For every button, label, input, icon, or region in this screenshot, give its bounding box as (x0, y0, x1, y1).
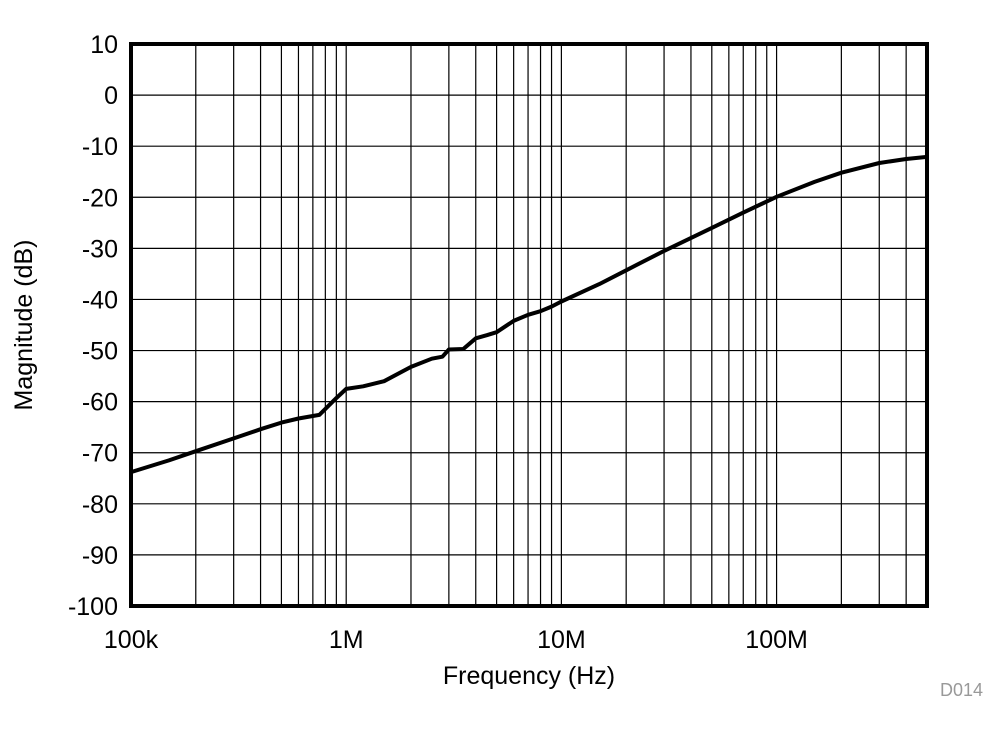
y-tick-label: -70 (82, 440, 118, 468)
figure-code: D014 (940, 680, 983, 700)
y-tick-label: 0 (104, 82, 118, 110)
y-tick-label: -30 (82, 235, 118, 263)
y-axis-ticks: 10 0 -10 -20 -30 -40 -50 -60 -70 -80 -90 -100 (68, 31, 118, 621)
y-tick-label: -20 (82, 184, 118, 212)
magnitude-curve (130, 154, 928, 475)
plot-frame (129, 42, 929, 608)
y-tick-label: 10 (90, 31, 118, 59)
magnitude-line (130, 154, 928, 475)
y-tick-label: -100 (68, 593, 118, 621)
y-tick-label: -40 (82, 286, 118, 314)
x-axis-label: Frequency (Hz) (443, 662, 615, 690)
y-tick-label: -10 (82, 133, 118, 161)
x-tick-label: 100k (104, 626, 159, 654)
x-tick-label: 1M (329, 626, 364, 654)
x-axis-ticks: 100k 1M 10M 100M (104, 626, 808, 654)
x-tick-label: 10M (537, 626, 586, 654)
x-tick-label: 100M (745, 626, 808, 654)
y-tick-label: -60 (82, 389, 118, 417)
grid-lines (130, 43, 928, 607)
y-axis-label: Magnitude (dB) (10, 240, 38, 411)
y-tick-label: -80 (82, 491, 118, 519)
y-tick-label: -50 (82, 338, 118, 366)
y-tick-label: -90 (82, 542, 118, 570)
